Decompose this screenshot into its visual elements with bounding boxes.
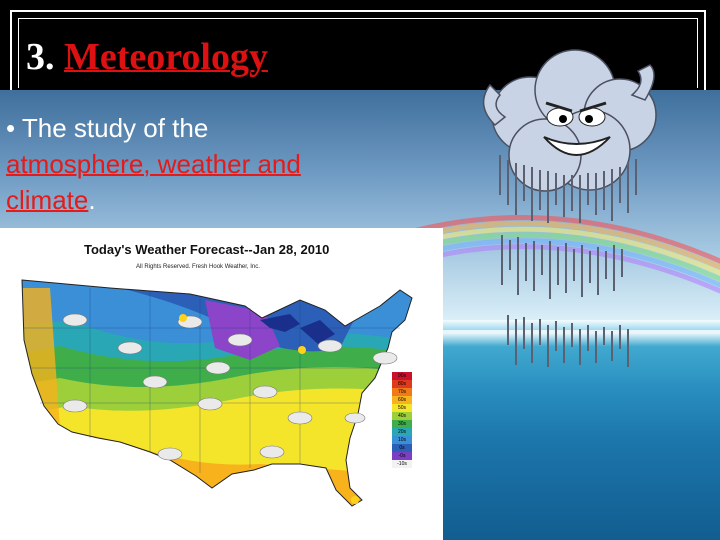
legend-entry: 10s — [392, 436, 412, 444]
forecast-cloud-icon — [62, 313, 398, 461]
title-frame-inner — [18, 18, 698, 88]
legend-entry: -0s — [392, 452, 412, 460]
legend-entry: 50s — [392, 404, 412, 412]
legend-entry: 80s — [392, 380, 412, 388]
bullet-prefix: The study of the — [21, 113, 209, 143]
title-frame-outer — [10, 10, 706, 90]
bullet-suffix: . — [88, 185, 96, 215]
temperature-legend: 90s 80s 70s 60s 50s 40s 30s 20s 10s 0s -0s -10s — [392, 372, 412, 468]
map-title: Today's Weather Forecast--Jan 28, 2010 — [84, 242, 330, 257]
bullet-highlight-link[interactable]: atmosphere, weather and climate — [6, 149, 301, 215]
bullet-point: • The study of the atmosphere, weather a… — [6, 110, 346, 218]
sun-icon — [179, 314, 359, 504]
legend-entry: 70s — [392, 388, 412, 396]
legend-entry: 20s — [392, 428, 412, 436]
weather-forecast-map: Today's Weather Forecast--Jan 28, 2010 A… — [0, 228, 443, 540]
cloud-character-icon — [482, 49, 657, 367]
legend-entry: 30s — [392, 420, 412, 428]
legend-entry: 0s — [392, 444, 412, 452]
legend-entry: 60s — [392, 396, 412, 404]
slide-title-keyword[interactable]: Meteorology — [64, 36, 268, 78]
legend-entry: 40s — [392, 412, 412, 420]
legend-entry: -10s — [392, 460, 412, 468]
title-bar: 3. Meteorology — [0, 0, 720, 92]
slide-number: 3. — [26, 36, 55, 78]
bullet-marker: • — [6, 113, 16, 143]
legend-entry: 90s — [392, 372, 412, 380]
slide-title: 3. Meteorology — [26, 38, 268, 76]
us-temperature-map — [21, 279, 413, 507]
map-subtitle: All Rights Reserved. Fresh Hook Weather,… — [136, 264, 260, 270]
